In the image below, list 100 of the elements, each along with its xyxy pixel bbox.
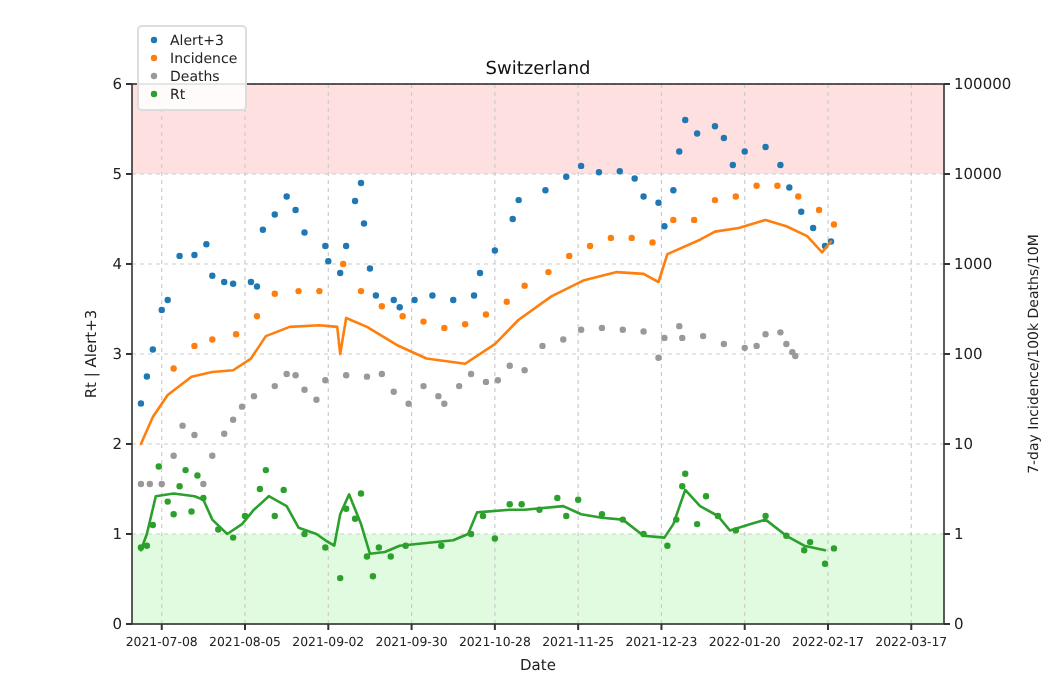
point bbox=[194, 472, 201, 479]
point bbox=[711, 196, 719, 204]
point bbox=[351, 515, 359, 522]
point bbox=[420, 382, 427, 390]
point bbox=[467, 370, 475, 378]
point bbox=[170, 511, 177, 518]
point bbox=[271, 512, 278, 520]
point bbox=[506, 501, 513, 508]
point bbox=[795, 193, 802, 200]
point bbox=[441, 324, 448, 332]
point bbox=[607, 234, 615, 242]
point bbox=[363, 553, 371, 560]
point bbox=[378, 370, 386, 378]
point bbox=[482, 378, 490, 386]
point bbox=[741, 344, 748, 352]
point bbox=[229, 534, 237, 541]
point bbox=[815, 206, 823, 214]
point bbox=[577, 326, 585, 333]
point bbox=[720, 340, 728, 348]
point bbox=[521, 367, 528, 374]
point bbox=[762, 330, 769, 338]
point bbox=[283, 370, 290, 378]
point bbox=[342, 372, 350, 379]
point bbox=[339, 260, 347, 268]
point bbox=[435, 392, 442, 400]
point bbox=[146, 480, 154, 488]
point bbox=[679, 483, 686, 490]
point bbox=[503, 298, 510, 306]
point bbox=[143, 542, 151, 549]
point bbox=[176, 483, 183, 490]
point bbox=[664, 542, 671, 549]
point bbox=[229, 416, 237, 423]
point bbox=[640, 328, 647, 335]
point bbox=[191, 431, 198, 439]
point bbox=[649, 239, 656, 246]
point bbox=[369, 573, 377, 580]
line-series bbox=[139, 218, 833, 446]
point bbox=[830, 545, 838, 552]
point bbox=[256, 485, 264, 493]
point bbox=[777, 329, 784, 336]
point bbox=[821, 560, 829, 567]
point bbox=[399, 313, 406, 320]
point bbox=[762, 512, 769, 520]
point bbox=[188, 508, 195, 515]
point bbox=[753, 342, 760, 350]
point bbox=[316, 287, 323, 295]
point bbox=[830, 221, 838, 228]
point bbox=[221, 430, 228, 437]
point bbox=[491, 535, 499, 542]
point bbox=[461, 321, 469, 328]
point bbox=[253, 313, 261, 320]
point bbox=[482, 311, 490, 318]
chart-title: Switzerland bbox=[485, 60, 591, 80]
point bbox=[598, 511, 606, 518]
point bbox=[155, 463, 162, 470]
point bbox=[149, 521, 157, 529]
point bbox=[179, 422, 186, 429]
point bbox=[215, 526, 222, 533]
point bbox=[262, 466, 270, 474]
point bbox=[628, 234, 635, 242]
point bbox=[209, 336, 216, 343]
point bbox=[337, 574, 344, 582]
point bbox=[357, 287, 365, 295]
point bbox=[271, 382, 278, 390]
point bbox=[280, 486, 287, 494]
point bbox=[774, 182, 781, 189]
point bbox=[238, 403, 246, 410]
point bbox=[586, 242, 594, 250]
point bbox=[170, 452, 177, 459]
point bbox=[693, 520, 701, 528]
point bbox=[753, 182, 760, 189]
point bbox=[387, 553, 394, 560]
point bbox=[661, 334, 668, 342]
point bbox=[801, 547, 808, 554]
point bbox=[271, 290, 278, 297]
point bbox=[455, 382, 463, 390]
point bbox=[363, 373, 371, 380]
point bbox=[200, 480, 207, 488]
point bbox=[250, 392, 258, 400]
point bbox=[560, 336, 567, 343]
point bbox=[209, 452, 216, 459]
point bbox=[598, 324, 606, 332]
point bbox=[563, 512, 570, 520]
point bbox=[702, 493, 710, 500]
point bbox=[420, 318, 427, 325]
point bbox=[545, 268, 552, 276]
point bbox=[670, 216, 677, 224]
point bbox=[170, 365, 177, 372]
point bbox=[292, 372, 299, 379]
point bbox=[554, 494, 561, 502]
point bbox=[682, 470, 689, 477]
point bbox=[806, 538, 814, 546]
point bbox=[164, 498, 171, 505]
point bbox=[521, 282, 528, 289]
point bbox=[301, 530, 308, 538]
point bbox=[441, 400, 448, 407]
point bbox=[783, 340, 790, 348]
point bbox=[732, 193, 739, 200]
point bbox=[566, 252, 573, 260]
point bbox=[378, 303, 386, 310]
